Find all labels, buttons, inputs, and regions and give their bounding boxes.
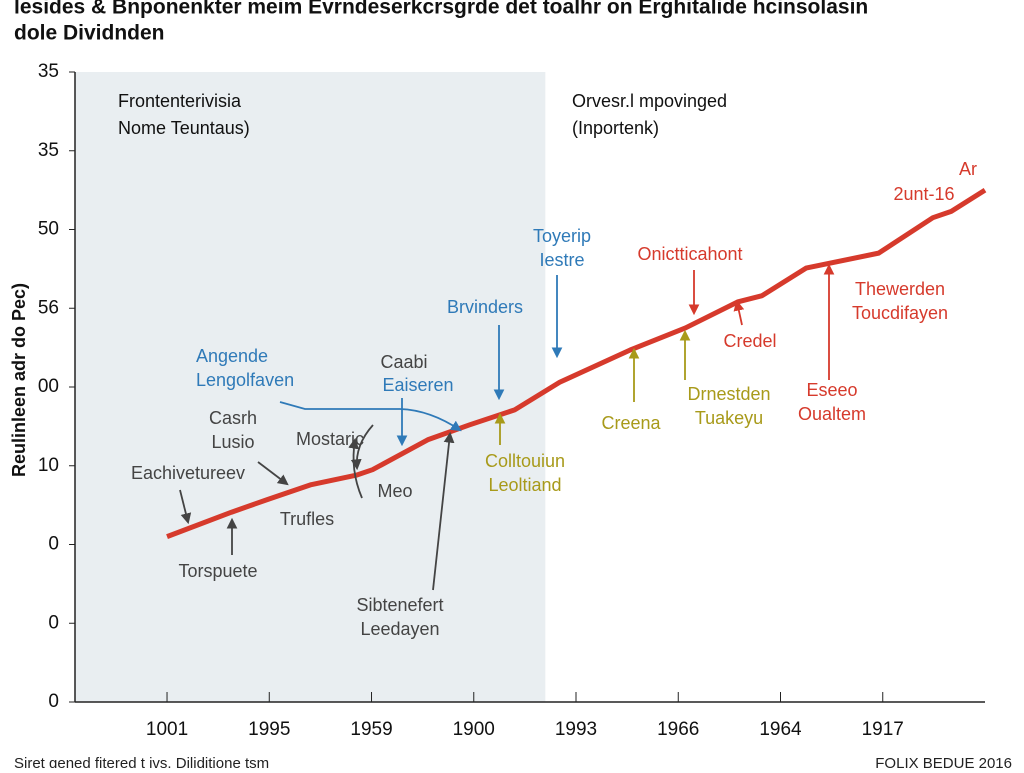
annotation: Angende (196, 346, 268, 366)
annotation-arrow (348, 437, 363, 499)
annotation-arrow (733, 299, 745, 326)
x-tick-label: 1900 (453, 719, 495, 740)
annotation: Colltouiun (485, 451, 565, 471)
footer: Siret gened fitered t ivs. Diliditione t… (14, 755, 269, 768)
y-axis-label: Reulinleen adr do Pec) (9, 283, 29, 477)
annotation: Torspuete (178, 561, 257, 581)
annotation: Drnestden (687, 384, 770, 404)
y-tick-label: 56 (38, 297, 59, 318)
annotation: Eaiseren (382, 375, 453, 395)
region-label: (Inportenk) (572, 118, 659, 138)
y-tick-label: 35 (38, 61, 59, 82)
x-tick-label: 1995 (248, 719, 290, 740)
annotation-arrow (279, 401, 462, 432)
x-tick-label: 1001 (146, 719, 188, 740)
annotation: Onictticahont (637, 244, 742, 264)
y-tick-label: 10 (38, 455, 59, 476)
annotation: Iestre (539, 250, 584, 270)
x-tick-label: 1993 (555, 719, 597, 740)
footer: FOLIX BEDUE 2016 (875, 755, 1012, 768)
annotation: Thewerden (855, 279, 945, 299)
y-tick-label: 00 (38, 376, 59, 397)
x-tick-label: 1917 (862, 719, 904, 740)
annotation: Tuakeyu (695, 408, 763, 428)
y-tick-label: 50 (38, 219, 59, 240)
x-tick-label: 1959 (350, 719, 392, 740)
annotation: Eachivetureev (131, 463, 245, 483)
annotation: Trufles (280, 509, 334, 529)
y-tick-label: 0 (48, 534, 59, 555)
data-line (166, 188, 987, 539)
annotation: Brvinders (447, 297, 523, 317)
annotation: Creena (601, 413, 661, 433)
annotation: Leoltiand (488, 475, 561, 495)
annotation-arrow (179, 489, 192, 525)
y-tick-label: 35 (38, 140, 59, 161)
annotation-arrow (432, 431, 455, 591)
annotation: Eseeo (806, 380, 857, 400)
annotation-arrow (257, 461, 289, 486)
y-tick-label: 0 (48, 612, 59, 633)
annotation: Casrh (209, 408, 257, 428)
chart-title: lesides & Bnponenkter meim Evrndeserkcrs… (14, 0, 868, 19)
region-label: Frontenterivisia (118, 91, 242, 111)
shaded-region (75, 72, 546, 702)
annotation: Mostaric (296, 429, 364, 449)
annotation: Ar (959, 159, 977, 179)
annotation: Caabi (380, 352, 427, 372)
annotation: 2unt-16 (893, 184, 954, 204)
annotation: Meo (377, 481, 412, 501)
region-label: Orvesr.l mpovinged (572, 91, 727, 111)
annotation: Lusio (211, 432, 254, 452)
annotation: Oualtem (798, 404, 866, 424)
x-tick-label: 1966 (657, 719, 699, 740)
annotation: Credel (723, 331, 776, 351)
annotation-arrow (350, 424, 374, 471)
annotation: Toucdifayen (852, 303, 948, 323)
x-tick-label: 1964 (759, 719, 802, 740)
annotation: Lengolfaven (196, 370, 294, 390)
chart-title: dole Dividnden (14, 22, 165, 45)
y-tick-label: 0 (48, 691, 59, 712)
annotation: Toyerip (533, 226, 591, 246)
region-label: Nome Teuntaus) (118, 118, 250, 138)
annotation: Leedayen (360, 619, 439, 639)
annotation: Sibtenefert (356, 595, 443, 615)
